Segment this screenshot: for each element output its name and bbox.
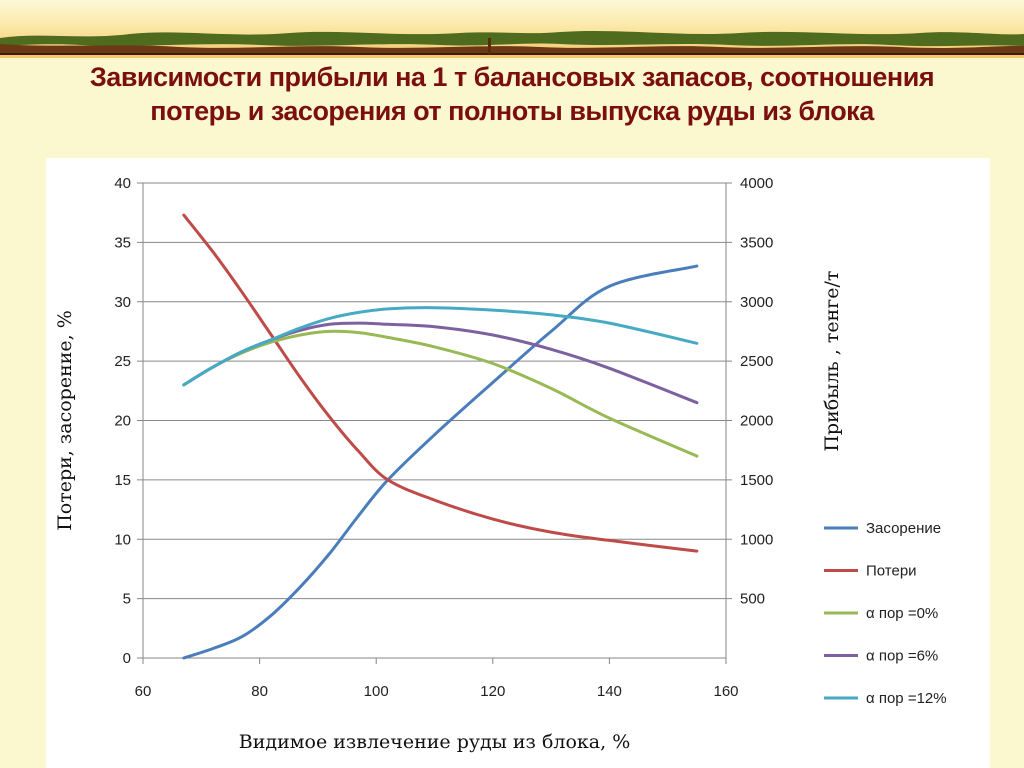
y-tick-label: 35 — [114, 234, 131, 251]
title-line-1: Зависимости прибыли на 1 т балансовых за… — [89, 62, 935, 92]
y-axis-title: Потери, засорение, % — [54, 310, 76, 531]
legend-label: α пор =12% — [866, 690, 947, 707]
y-tick-label: 30 — [114, 294, 131, 311]
chart-panel: 0 5 10 15 20 25 30 35 40 500 1000 1500 2000 2500 3000 3… — [46, 158, 990, 768]
x-axis-title: Видимое извлечение руды из блока, % — [239, 731, 631, 753]
y2-tick-label: 500 — [740, 591, 765, 608]
x-tick-label: 100 — [364, 683, 389, 700]
x-tick-label: 60 — [135, 683, 152, 700]
y2-tick-label: 4000 — [740, 175, 773, 192]
chart-svg: 0 5 10 15 20 25 30 35 40 500 1000 1500 2000 2500 3000 3… — [54, 175, 947, 753]
legend-label: α пор =6% — [866, 648, 938, 665]
series-line-0 — [182, 264, 699, 660]
y-tick-label: 10 — [114, 531, 131, 548]
legend-label: α пор =0% — [866, 605, 938, 622]
x-tick-label: 140 — [597, 683, 622, 700]
y-tick-label: 5 — [123, 591, 131, 608]
title-line-2: потерь и засорения от полноты выпуска ру… — [150, 96, 874, 126]
series-line-3 — [182, 321, 699, 405]
legend-label: Потери — [866, 563, 917, 580]
y2-tick-label: 2500 — [740, 353, 773, 370]
y-tick-label: 15 — [114, 472, 131, 489]
y-tick-label: 0 — [123, 650, 131, 667]
x-tick-label: 120 — [480, 683, 505, 700]
y-tick-label: 40 — [114, 175, 131, 192]
grass-border-decoration — [0, 30, 1024, 55]
series-line-4 — [182, 306, 699, 387]
y2-axis-title: Прибыль , тенге/т — [821, 271, 843, 452]
y2-tick-label: 1500 — [740, 472, 773, 489]
x-tick-label: 80 — [251, 683, 268, 700]
series-line-1 — [182, 213, 699, 553]
y2-tick-label: 3000 — [740, 294, 773, 311]
y2-tick-label: 3500 — [740, 234, 773, 251]
x-tick-label: 160 — [713, 683, 738, 700]
legend-label: Засорение — [866, 520, 941, 537]
y2-tick-label: 2000 — [740, 413, 773, 430]
y-tick-label: 20 — [114, 413, 131, 430]
y2-tick-label: 1000 — [740, 531, 773, 548]
y-tick-label: 25 — [114, 353, 131, 370]
slide-title: Зависимости прибыли на 1 т балансовых за… — [20, 60, 1004, 128]
series-line-2 — [182, 329, 699, 458]
